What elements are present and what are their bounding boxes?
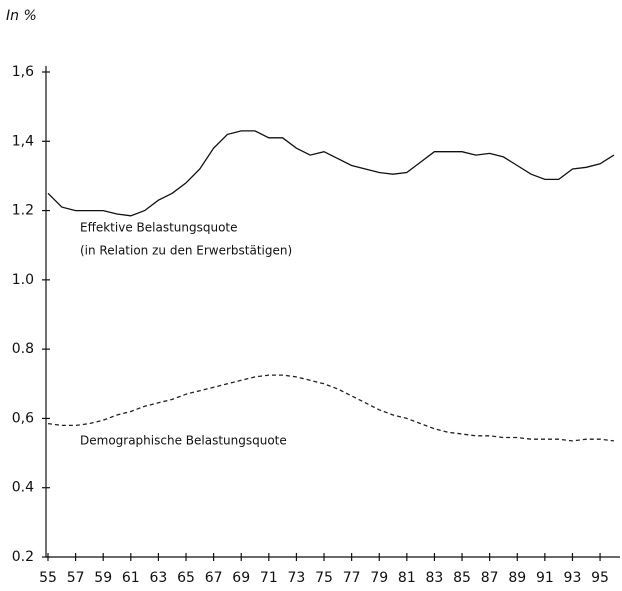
x-tick-label: 79: [370, 570, 388, 586]
y-tick-label: 1.0: [12, 272, 34, 288]
x-tick-label: 77: [343, 570, 361, 586]
x-tick-label: 65: [177, 570, 195, 586]
x-tick-label: 71: [260, 570, 278, 586]
y-tick-label: 1,4: [12, 133, 34, 149]
x-tick-label: 93: [564, 570, 582, 586]
x-tick-label: 61: [122, 570, 140, 586]
x-tick-label: 67: [205, 570, 223, 586]
y-tick-label: 0,6: [12, 410, 34, 426]
y-tick-label: 1,6: [12, 64, 34, 80]
x-tick-label: 57: [67, 570, 85, 586]
x-tick-label: 91: [536, 570, 554, 586]
x-tick-label: 83: [426, 570, 444, 586]
series-label: Effektive Belastungsquote: [80, 221, 238, 235]
x-tick-label: 89: [508, 570, 526, 586]
y-tick-label: 0.8: [12, 341, 34, 357]
y-tick-label: 1.2: [12, 203, 34, 219]
x-tick-label: 87: [481, 570, 499, 586]
x-tick-label: 75: [315, 570, 333, 586]
series-label: Demographische Belastungsquote: [80, 434, 287, 448]
x-tick-label: 81: [398, 570, 416, 586]
y-axis-label: In %: [6, 8, 37, 24]
x-tick-label: 73: [288, 570, 306, 586]
annotation: (in Relation zu den Erwerbstätigen): [80, 244, 292, 258]
y-tick-label: 0.4: [12, 480, 34, 496]
x-tick-label: 85: [453, 570, 471, 586]
x-tick-label: 59: [94, 570, 112, 586]
series-line: [47, 130, 615, 217]
x-tick-label: 95: [591, 570, 609, 586]
x-tick-label: 69: [232, 570, 250, 586]
x-tick-label: 63: [149, 570, 167, 586]
series-line: [47, 374, 614, 442]
x-tick-label: 55: [39, 570, 57, 586]
y-tick-label: 0.2: [12, 549, 34, 565]
